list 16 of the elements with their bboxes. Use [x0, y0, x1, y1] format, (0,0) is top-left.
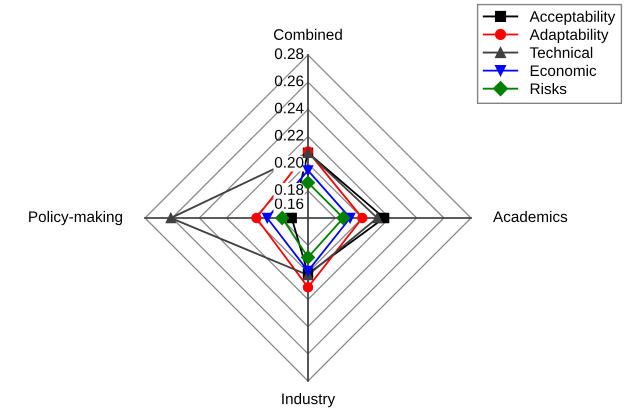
- y-tick-label: 0.22: [274, 130, 304, 141]
- y-tick-label: 0.16: [274, 198, 304, 209]
- spoke-label: Academics: [493, 210, 568, 222]
- y-tick-label: 0.20: [274, 156, 304, 168]
- legend-label: Adaptability: [530, 28, 608, 43]
- y-tick-label: 0.18: [274, 184, 304, 195]
- spoke-label: Combined: [274, 28, 342, 40]
- spoke-label: Policy-making: [29, 210, 122, 226]
- spoke-label: Industry: [282, 393, 336, 408]
- legend-label: Risks: [530, 82, 566, 94]
- y-tick-label: 0.28: [274, 48, 304, 60]
- y-tick-label: 0.26: [274, 75, 304, 86]
- legend-label: Economic: [530, 64, 596, 76]
- legend-label: Technical: [530, 46, 592, 58]
- y-tick-label: 0.24: [274, 102, 304, 114]
- legend-label: Acceptability: [530, 10, 616, 25]
